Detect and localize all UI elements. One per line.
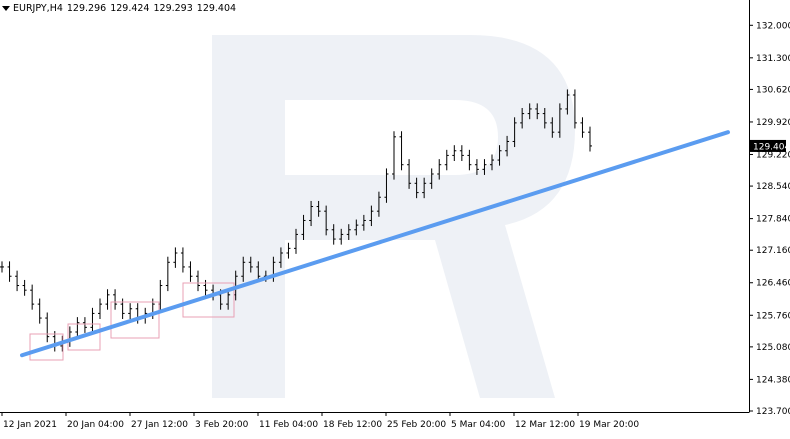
trendline-layer [20, 130, 730, 358]
x-tick-label: 20 Jan 04:00 [67, 420, 124, 430]
trendline [20, 130, 730, 358]
y-tick-label: 129.920 [756, 118, 790, 128]
support-highlight-box [29, 333, 64, 361]
watermark-logo [212, 35, 575, 398]
symbol-label: EURJPY,H4 [13, 3, 63, 14]
y-axis: 132.000 131.300 130.620 129.920 129.220 128.5… [749, 21, 790, 417]
y-tick-label: 126.460 [756, 279, 790, 289]
support-highlight-box [110, 301, 160, 339]
y-tick-label: 124.380 [756, 375, 790, 385]
chart-header: EURJPY,H4 129.296 129.424 129.293 129.404 [2, 3, 240, 14]
support-highlight-box [182, 282, 235, 318]
x-tick-label: 18 Feb 12:00 [323, 420, 382, 430]
current-price-tag-bg [750, 139, 786, 152]
x-axis: 12 Jan 2021 20 Jan 04:00 27 Jan 12:00 3 Feb… [1, 412, 639, 430]
y-tick-label: 128.540 [756, 182, 790, 192]
low-value: 129.293 [153, 3, 193, 14]
x-tick-label: 12 Jan 2021 [3, 420, 57, 430]
x-tick-label: 11 Feb 04:00 [259, 420, 318, 430]
x-tick-label: 5 Mar 04:00 [451, 420, 506, 430]
close-value: 129.404 [196, 3, 237, 14]
x-tick-label: 27 Jan 12:00 [131, 420, 188, 430]
x-tick-label: 19 Mar 20:00 [579, 420, 639, 430]
y-tick-label: 132.000 [756, 21, 790, 31]
y-tick-label: 127.840 [756, 215, 790, 225]
y-tick-label: 125.760 [756, 311, 790, 321]
current-price-tag: 129.404 [750, 139, 790, 152]
dropdown-arrow-icon[interactable] [2, 6, 10, 11]
x-tick-label: 3 Feb 20:00 [195, 420, 249, 430]
support-highlight-box [67, 323, 101, 351]
open-value: 129.296 [66, 3, 107, 14]
y-tick-label: 131.300 [756, 54, 790, 64]
y-tick-label: 129.220 [756, 150, 790, 160]
y-tick-label: 125.080 [756, 343, 790, 353]
y-tick-label: 123.700 [756, 407, 790, 417]
y-tick-label: 130.620 [756, 85, 790, 95]
current-price-tag-label: 129.404 [753, 142, 790, 152]
high-value: 129.424 [110, 3, 150, 14]
x-tick-label: 12 Mar 12:00 [515, 420, 575, 430]
x-tick-label: 25 Feb 20:00 [387, 420, 446, 430]
highlight-boxes [29, 282, 235, 361]
y-tick-label: 127.160 [756, 246, 790, 256]
